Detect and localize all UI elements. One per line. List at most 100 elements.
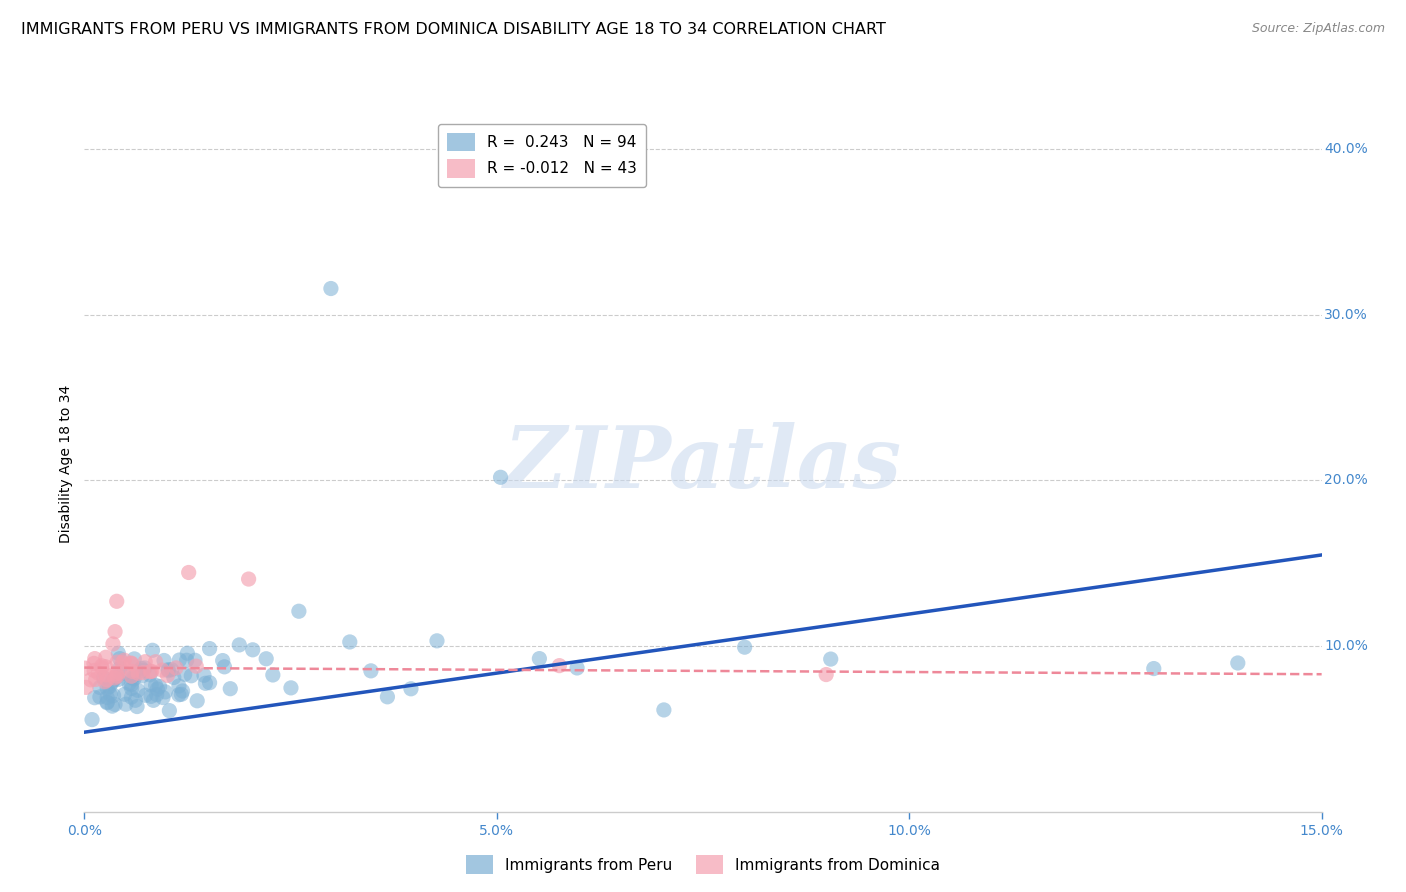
Point <box>105 669 128 683</box>
Point <box>176 646 198 660</box>
Point <box>125 699 148 714</box>
Point <box>173 667 195 681</box>
Point <box>219 681 242 696</box>
Point <box>75 681 97 695</box>
Point <box>124 693 146 707</box>
Point <box>139 668 162 682</box>
Point <box>114 687 136 701</box>
Point <box>820 652 842 666</box>
Point <box>83 651 105 665</box>
Point <box>145 688 167 702</box>
Point <box>121 665 143 679</box>
Point <box>105 594 128 608</box>
Point <box>108 661 131 675</box>
Point <box>186 659 208 673</box>
Point <box>122 672 145 686</box>
Point <box>153 653 176 667</box>
Point <box>112 666 135 681</box>
Point <box>186 694 208 708</box>
Point <box>172 684 194 698</box>
Point <box>107 646 129 660</box>
Point <box>142 693 165 707</box>
Point <box>177 566 200 580</box>
Point <box>150 663 173 677</box>
Point <box>124 652 146 666</box>
Point <box>104 624 127 639</box>
Point <box>167 688 190 702</box>
Point <box>360 664 382 678</box>
Point <box>108 651 131 665</box>
Point <box>120 690 142 704</box>
Point <box>96 681 118 696</box>
Point <box>139 665 162 679</box>
Legend: R =  0.243   N = 94, R = -0.012   N = 43: R = 0.243 N = 94, R = -0.012 N = 43 <box>439 124 647 186</box>
Point <box>160 663 183 677</box>
Point <box>104 671 127 685</box>
Point <box>319 281 342 295</box>
Text: 20.0%: 20.0% <box>1324 474 1368 487</box>
Point <box>120 669 142 683</box>
Text: Source: ZipAtlas.com: Source: ZipAtlas.com <box>1251 22 1385 36</box>
Point <box>198 641 221 656</box>
Text: 10.0%: 10.0% <box>1324 639 1368 653</box>
Point <box>107 673 129 687</box>
Point <box>148 680 170 694</box>
Point <box>238 572 260 586</box>
Point <box>101 637 124 651</box>
Point <box>115 697 138 711</box>
Point <box>170 687 193 701</box>
Point <box>98 680 121 694</box>
Point <box>214 660 236 674</box>
Point <box>83 664 105 678</box>
Point <box>101 699 124 714</box>
Point <box>152 690 174 705</box>
Point <box>145 678 167 692</box>
Point <box>80 673 103 687</box>
Point <box>118 676 141 690</box>
Point <box>280 681 302 695</box>
Point <box>176 653 198 667</box>
Point <box>121 681 143 696</box>
Point <box>184 653 207 667</box>
Point <box>80 713 103 727</box>
Text: 30.0%: 30.0% <box>1324 308 1368 322</box>
Point <box>146 682 169 697</box>
Point <box>127 666 149 681</box>
Point <box>141 643 163 657</box>
Point <box>134 688 156 702</box>
Text: ZIPatlas: ZIPatlas <box>503 422 903 506</box>
Point <box>145 655 167 669</box>
Point <box>734 640 756 655</box>
Point <box>96 695 118 709</box>
Point <box>565 661 588 675</box>
Text: 40.0%: 40.0% <box>1324 142 1368 156</box>
Point <box>89 690 111 704</box>
Point <box>198 675 221 690</box>
Point <box>83 690 105 705</box>
Point <box>228 638 250 652</box>
Point <box>134 655 156 669</box>
Point <box>141 678 163 692</box>
Point <box>194 676 217 690</box>
Point <box>105 655 128 669</box>
Point <box>815 667 838 681</box>
Point <box>339 635 361 649</box>
Point <box>157 663 180 677</box>
Point <box>426 633 449 648</box>
Point <box>84 673 107 687</box>
Point <box>121 671 143 685</box>
Point <box>96 690 118 705</box>
Point <box>120 656 142 670</box>
Point <box>105 666 128 681</box>
Point <box>127 683 149 698</box>
Point <box>94 660 117 674</box>
Point <box>98 688 121 702</box>
Point <box>652 703 675 717</box>
Legend: Immigrants from Peru, Immigrants from Dominica: Immigrants from Peru, Immigrants from Do… <box>460 849 946 880</box>
Point <box>242 642 264 657</box>
Point <box>141 665 163 679</box>
Point <box>169 653 191 667</box>
Point <box>167 679 190 693</box>
Point <box>103 689 125 703</box>
Point <box>131 661 153 675</box>
